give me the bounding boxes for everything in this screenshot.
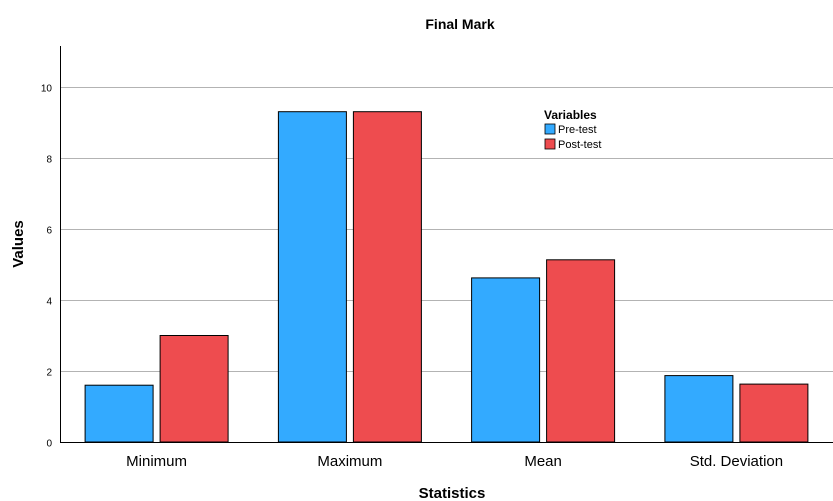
x-tick-label: Minimum: [126, 453, 187, 470]
bar-post-test-mean: [546, 259, 616, 443]
bar-post-test-maximum: [352, 111, 422, 443]
x-axis-title: Statistics: [419, 485, 486, 501]
bar-pre-test-std-deviation: [664, 375, 734, 443]
axes: [60, 46, 833, 443]
y-tick-label: 0: [46, 439, 52, 450]
legend: Variables Pre-test Post-test: [544, 108, 601, 151]
x-tick-label: Mean: [524, 453, 562, 470]
legend-label: Post-test: [558, 139, 601, 151]
bar-pre-test-mean: [471, 277, 541, 443]
x-tick-labels: Minimum Maximum Mean Std. Deviation: [126, 453, 783, 470]
bars: [84, 111, 809, 443]
bar-pre-test-minimum: [84, 384, 154, 443]
gridlines: [60, 87, 833, 372]
x-tick-label: Maximum: [317, 453, 382, 470]
y-axis-title: Values: [10, 220, 27, 268]
legend-swatch: [544, 138, 556, 150]
y-tick-label: 2: [46, 368, 52, 379]
legend-label: Pre-test: [558, 124, 597, 136]
y-tick-labels: 0 2 4 6 8 10: [41, 84, 53, 450]
y-tick-label: 6: [46, 226, 52, 237]
chart-title: Final Mark: [425, 16, 494, 32]
bar-post-test-minimum: [159, 335, 229, 443]
x-tick-label: Std. Deviation: [690, 453, 783, 470]
legend-swatch: [544, 123, 556, 135]
y-tick-label: 4: [46, 297, 52, 308]
bar-post-test-std-deviation: [739, 383, 809, 443]
bar-pre-test-maximum: [277, 111, 347, 443]
y-tick-label: 10: [41, 84, 53, 95]
legend-title: Variables: [544, 108, 597, 122]
y-tick-label: 8: [46, 155, 52, 166]
